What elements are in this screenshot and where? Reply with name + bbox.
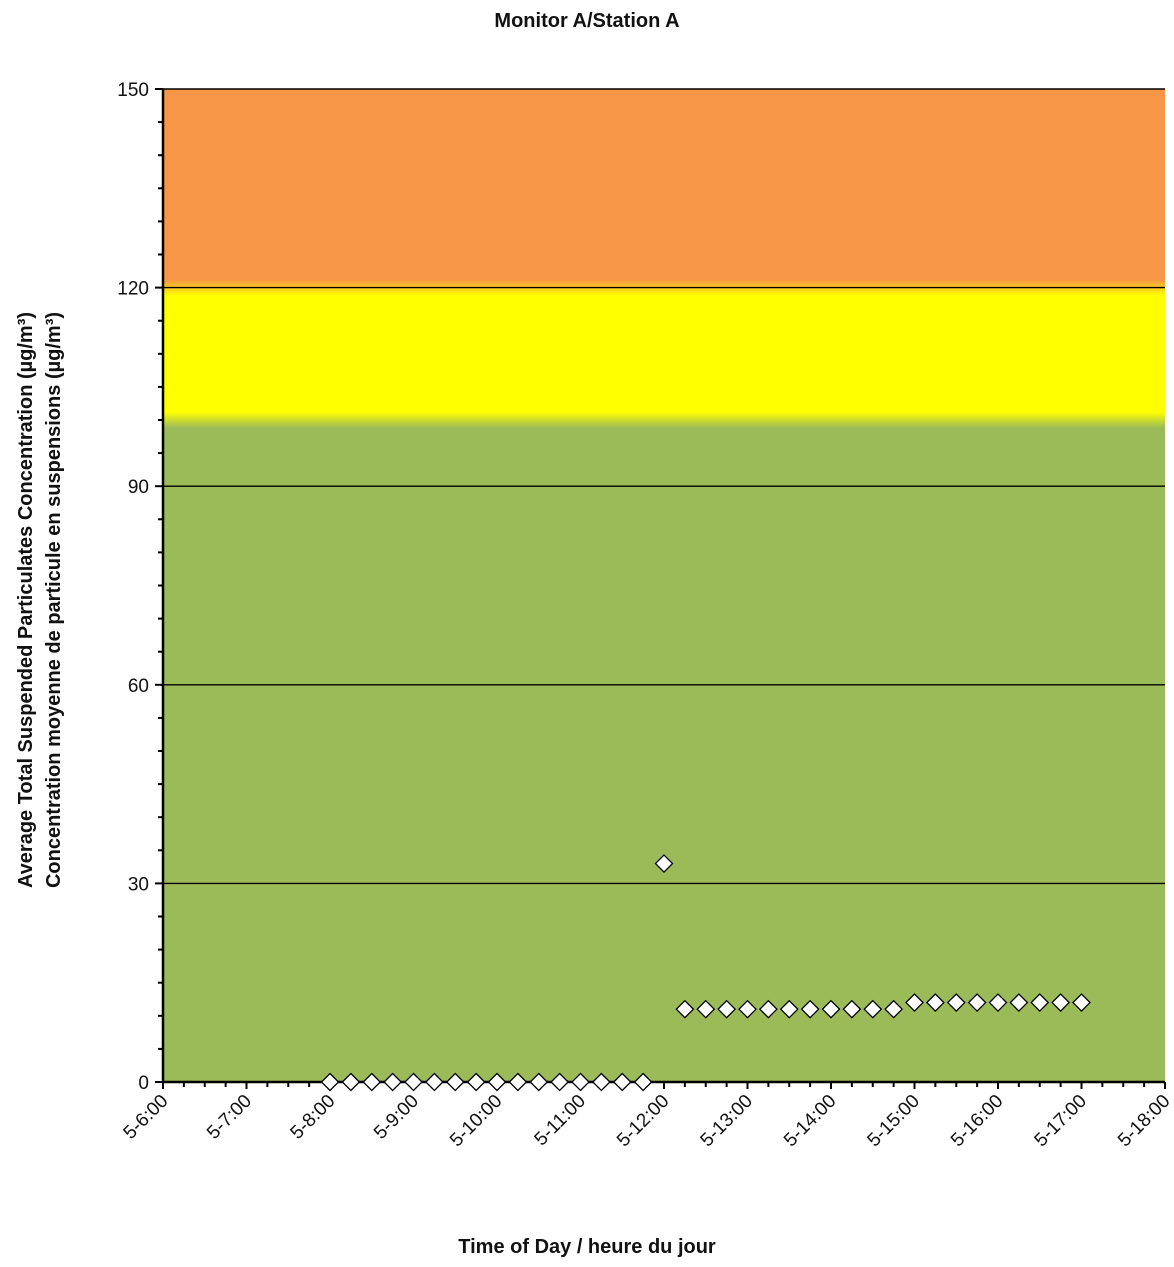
data-point [779, 999, 799, 1019]
data-point [571, 1072, 590, 1092]
y-tick-label: 60 [128, 676, 149, 697]
data-point [988, 993, 1008, 1012]
data-point [821, 999, 841, 1019]
data-point [842, 999, 862, 1019]
data-point [800, 999, 820, 1019]
y-tick-label: 30 [128, 874, 149, 895]
data-point [925, 993, 945, 1012]
y-tick-label: 120 [117, 279, 149, 300]
data-point [633, 1072, 653, 1092]
data-point [654, 854, 674, 873]
x-tick-label: 5-11:00 [531, 1091, 590, 1150]
data-point [341, 1072, 361, 1092]
y-tick-label: 0 [138, 1073, 149, 1094]
data-point [466, 1072, 486, 1092]
x-axis-label: Time of Day / heure du jour [458, 1236, 716, 1258]
x-tick-labels: 5-6:00 5-7:00 5-8:00 5-9:00 5-10:00 5-11:00 5-… [120, 1091, 1174, 1151]
x-tick-label: 5-13:00 [697, 1091, 757, 1151]
data-point [612, 1072, 632, 1092]
data-point [445, 1072, 465, 1092]
x-tick-label: 5-15:00 [864, 1091, 924, 1151]
data-point [905, 993, 924, 1012]
data-point [591, 1072, 611, 1092]
data-point [738, 999, 757, 1019]
x-tick-label: 5-6:00 [120, 1091, 173, 1144]
background-bands [163, 89, 1165, 1082]
y-tick-label: 90 [128, 477, 149, 498]
data-point [383, 1072, 403, 1092]
data-point [529, 1072, 549, 1092]
x-tick-label: 5-18:00 [1114, 1091, 1174, 1151]
data-point [320, 1072, 340, 1092]
x-tick-label: 5-8:00 [287, 1091, 340, 1144]
x-tick-label: 5-10:00 [446, 1091, 506, 1151]
x-tick-label: 5-7:00 [203, 1091, 256, 1144]
band-fill [163, 89, 1165, 1082]
x-tick-label: 5-12:00 [613, 1091, 673, 1151]
data-point [863, 999, 883, 1019]
data-point [1030, 993, 1050, 1012]
data-point [675, 999, 695, 1019]
x-tick-label: 5-16:00 [947, 1091, 1007, 1151]
data-point [1051, 993, 1071, 1012]
data-points [320, 854, 1091, 1092]
chart-title: Monitor A/Station A [494, 10, 680, 32]
data-point [717, 999, 737, 1019]
gridlines [163, 88, 1165, 885]
data-point [487, 1072, 507, 1092]
data-point [550, 1072, 570, 1092]
data-point [404, 1072, 423, 1092]
y-tick-label: 150 [117, 80, 149, 101]
data-point [424, 1072, 444, 1092]
data-point [884, 999, 904, 1019]
data-point [946, 993, 966, 1012]
y-tick-labels: 0 30 60 90 120 150 [117, 80, 149, 1094]
data-point [696, 999, 716, 1019]
x-tick-label: 5-9:00 [370, 1091, 423, 1144]
data-point [1072, 993, 1091, 1012]
x-tick-label: 5-14:00 [780, 1091, 840, 1151]
data-point [508, 1072, 528, 1092]
data-point [362, 1072, 382, 1092]
data-point [758, 999, 778, 1019]
data-point [967, 993, 987, 1012]
x-tick-label: 5-17:00 [1031, 1091, 1091, 1151]
data-point [1009, 993, 1029, 1012]
